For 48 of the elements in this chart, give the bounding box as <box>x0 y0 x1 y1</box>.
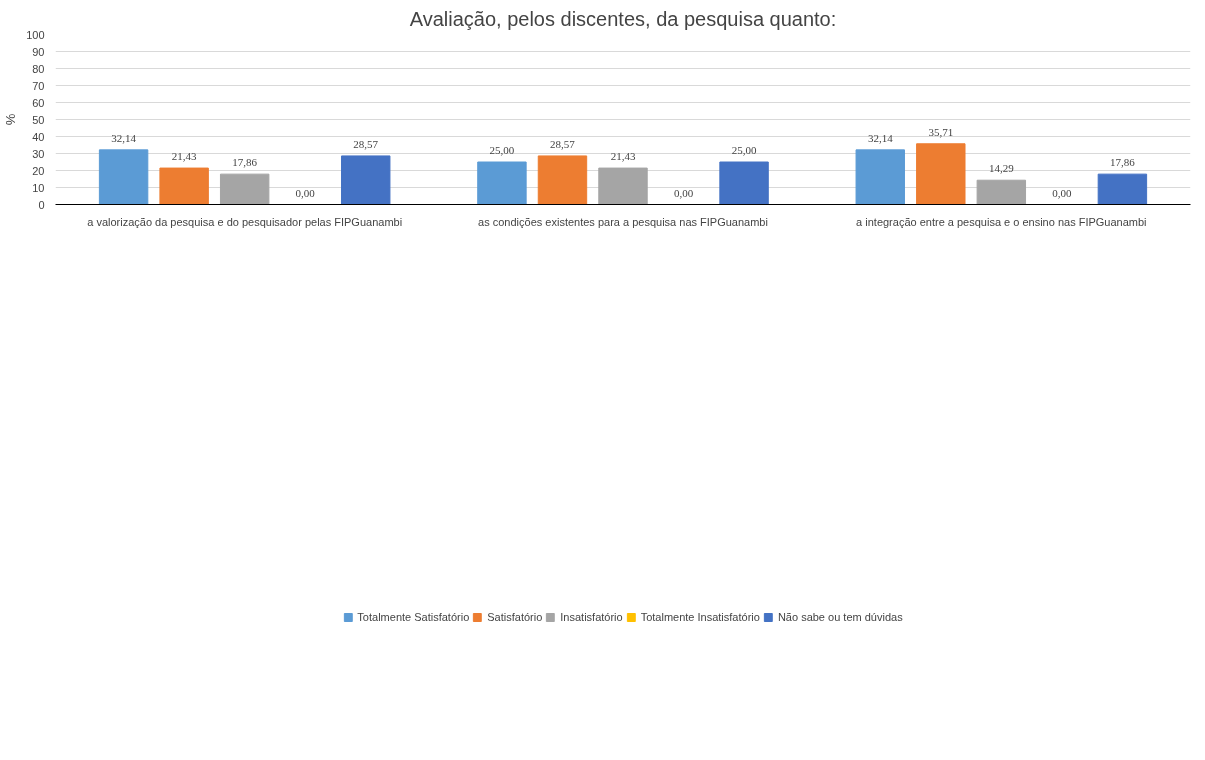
y-tick-label: 70 <box>32 79 45 92</box>
bar <box>341 155 391 205</box>
data-label: 25,00 <box>489 144 515 156</box>
y-tick-label: 20 <box>32 164 45 177</box>
data-label: 32,14 <box>867 131 894 144</box>
y-tick-label: 50 <box>32 113 45 126</box>
data-label: 32,14 <box>111 131 137 144</box>
data-label: 17,86 <box>232 156 258 169</box>
data-label: 35,71 <box>928 125 954 138</box>
bar <box>855 149 905 205</box>
data-label: 21,43 <box>171 150 198 163</box>
data-label: 14,29 <box>988 162 1015 175</box>
y-tick-label: 10 <box>32 181 45 194</box>
data-label: 0,00 <box>1052 186 1072 199</box>
legend-label: Não sabe ou tem dúvidas <box>777 611 903 623</box>
data-label: 25,00 <box>731 144 757 156</box>
data-label: 0,00 <box>673 186 694 199</box>
bar <box>916 143 966 205</box>
data-label: 17,86 <box>1110 156 1136 169</box>
y-tick-label: 80 <box>32 62 45 75</box>
data-label: 28,57 <box>550 137 576 150</box>
y-tick-label: 100 <box>26 28 45 41</box>
x-tick-label: a integração entre a pesquisa e o ensino nas FIPGuanambi <box>856 215 1147 228</box>
bar <box>976 179 1027 205</box>
bar <box>98 149 149 205</box>
x-tick-label: a valorização da pesquisa e do pesquisador pelas FIPGuanambi <box>87 215 403 228</box>
data-label: 28,57 <box>353 137 379 150</box>
y-tick-label: 60 <box>32 96 45 109</box>
bar <box>719 161 769 205</box>
chart-title: Avaliação, pelos discentes, da pesquisa quanto: <box>409 7 837 30</box>
y-tick-label: 30 <box>32 147 45 160</box>
legend-label: Totalmente Insatisfatório <box>640 611 760 623</box>
x-tick-label: as condições existentes para a pesquisa nas FIPGuanambi <box>478 215 768 228</box>
y-tick-label: 90 <box>32 45 45 58</box>
bar <box>537 155 588 205</box>
y-tick-label: 0 <box>38 198 45 211</box>
bar <box>598 167 648 205</box>
bar <box>219 173 270 205</box>
bar <box>159 167 209 205</box>
data-label: 0,00 <box>295 186 316 199</box>
y-tick-label: 40 <box>32 130 45 143</box>
legend-label: Satisfatório <box>487 611 543 623</box>
data-label: 21,43 <box>610 150 636 163</box>
legend-label: Totalmente Satisfatório <box>357 611 470 623</box>
bar <box>1097 173 1148 205</box>
y-axis-title: % <box>3 113 19 126</box>
bar <box>477 161 527 205</box>
legend-label: Insatisfatório <box>560 611 623 623</box>
